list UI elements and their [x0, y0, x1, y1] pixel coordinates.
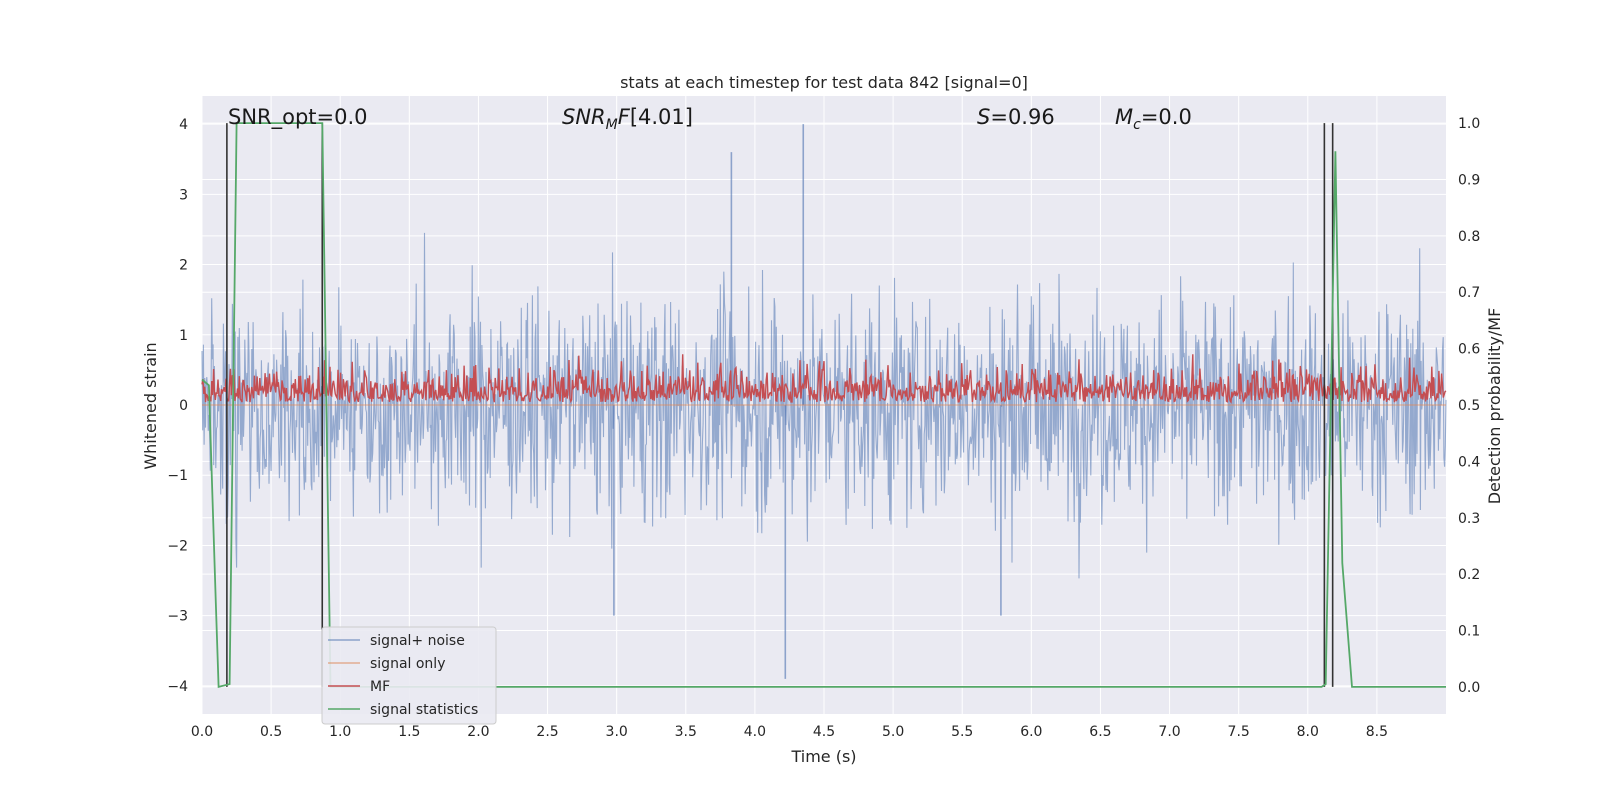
y-right-tick-label: 0.6: [1458, 342, 1480, 358]
signal-statistics-line: [201, 122, 1446, 689]
x-tick-label: 2.5: [536, 724, 558, 740]
signal-noise-line: [201, 232, 1447, 579]
y-left-tick-label: 1: [179, 328, 188, 344]
x-tick-label: 8.5: [1366, 724, 1388, 740]
legend-label-signal-statistics: signal statistics: [370, 702, 478, 718]
annotation-mc-value: =0.0: [1141, 105, 1192, 129]
annotation-snr-mf-value: [4.01]: [630, 105, 693, 129]
y-right-tick-label: 0.8: [1458, 229, 1480, 245]
chart-title: stats at each timestep for test data 842…: [620, 73, 1028, 92]
x-tick-label: 5.0: [882, 724, 904, 740]
annotation-s: S=0.96: [977, 105, 1055, 129]
y-left-tick-label: −2: [167, 538, 188, 554]
legend-label-mf: MF: [370, 679, 390, 695]
x-tick-label: 3.0: [606, 724, 628, 740]
x-tick-label: 7.0: [1158, 724, 1180, 740]
y-right-tick-label: 0.3: [1458, 511, 1480, 527]
annotation-s-value: =0.96: [990, 105, 1054, 129]
y-left-tick-label: −1: [167, 468, 188, 484]
legend-label-signal-noise: signal+ noise: [370, 633, 465, 649]
y-left-tick-label: 0: [179, 398, 188, 414]
y-right-tick-label: 0.4: [1458, 454, 1480, 470]
y-right-tick-label: 0.5: [1458, 398, 1480, 414]
x-tick-label: 0.0: [191, 724, 213, 740]
legend: signal+ noise signal only MF signal stat…: [321, 626, 497, 725]
y-left-tick-label: −3: [167, 609, 188, 625]
x-tick-label: 8.0: [1297, 724, 1319, 740]
annotation-snr-opt: SNR_opt=0.0: [228, 105, 368, 130]
y-left-tick-labels: −4 −3 −2 −1 0 1 2 3 4: [167, 117, 188, 695]
data-layers: [201, 122, 1447, 689]
y-left-tick-label: 2: [179, 258, 188, 274]
x-tick-label: 0.5: [260, 724, 282, 740]
annotation-snr-mf: SNRMF[4.01]: [562, 105, 693, 133]
x-tick-label: 7.5: [1228, 724, 1250, 740]
x-tick-label: 2.0: [467, 724, 489, 740]
y-right-tick-label: 0.9: [1458, 172, 1480, 188]
x-tick-label: 5.5: [951, 724, 973, 740]
annotation-mc: Mc=0.0: [1115, 105, 1192, 133]
x-tick-label: 1.5: [398, 724, 420, 740]
x-tick-label: 6.5: [1089, 724, 1111, 740]
y-left-tick-label: −4: [167, 679, 188, 695]
y-right-tick-label: 0.1: [1458, 624, 1480, 640]
x-axis-label: Time (s): [790, 747, 856, 766]
y-left-tick-label: 4: [179, 117, 188, 133]
x-tick-label: 4.0: [744, 724, 766, 740]
y-right-tick-label: 1.0: [1458, 116, 1480, 132]
y-axis-label-right: Detection probability/MF: [1485, 308, 1504, 505]
x-tick-label: 4.5: [813, 724, 835, 740]
y-right-tick-label: 0.7: [1458, 285, 1480, 301]
x-tick-label: 6.0: [1020, 724, 1042, 740]
x-tick-label: 3.5: [675, 724, 697, 740]
legend-label-signal-only: signal only: [370, 656, 445, 672]
y-axis-label-left: Whitened strain: [141, 342, 160, 469]
legend-box: [321, 626, 497, 725]
x-tick-labels: 0.0 0.5 1.0 1.5 2.0 2.5 3.0 3.5 4.0 4.5 5.0 5.5 6.0 6…: [191, 724, 1388, 740]
y-right-tick-labels: 0.0 0.1 0.2 0.3 0.4 0.5 0.6 0.7 0.8 0.9 1.0: [1458, 116, 1480, 696]
y-right-tick-label: 0.2: [1458, 567, 1480, 583]
y-left-tick-label: 3: [179, 187, 188, 203]
mf-line: [201, 354, 1447, 404]
y-right-tick-label: 0.0: [1458, 680, 1480, 696]
x-tick-label: 1.0: [329, 724, 351, 740]
